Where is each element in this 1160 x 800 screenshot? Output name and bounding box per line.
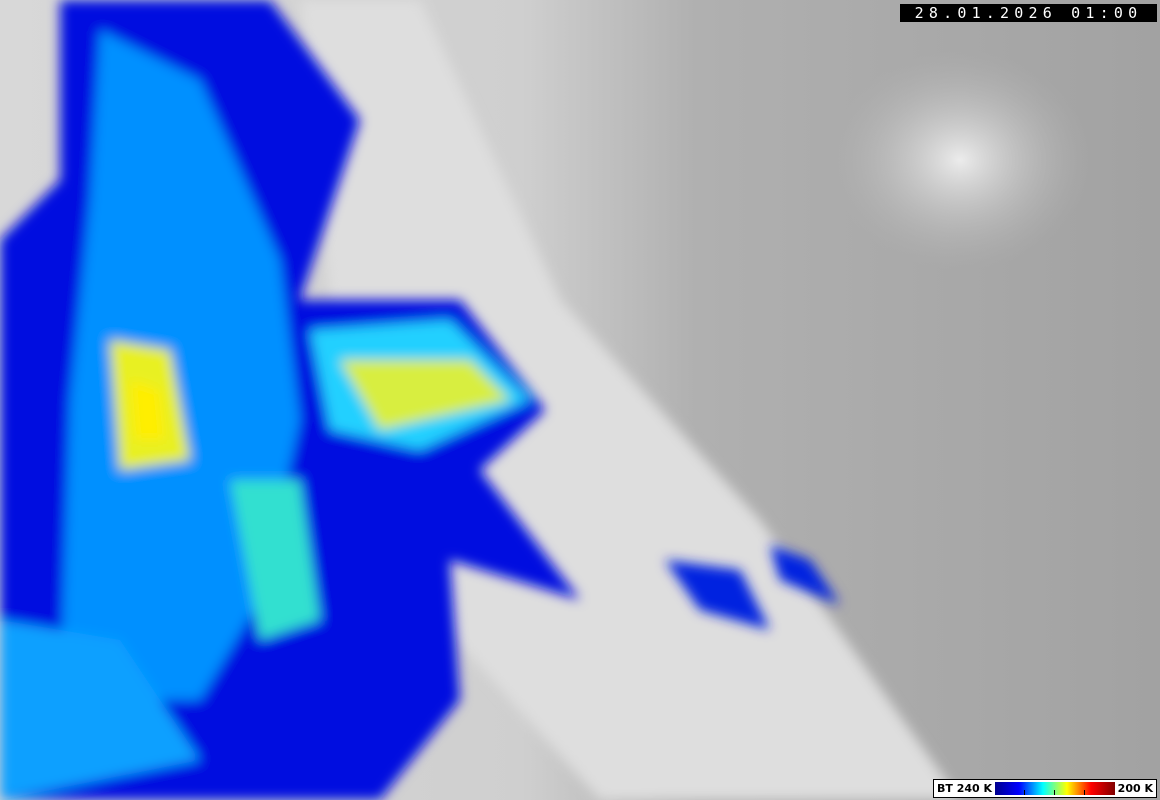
legend-max-label: 200 K — [1117, 782, 1153, 795]
legend-min-label: BT 240 K — [937, 782, 993, 795]
color-legend: BT 240 K 200 K — [933, 779, 1157, 798]
bright-cloud-patch — [830, 50, 1090, 270]
legend-color-bar — [995, 782, 1115, 795]
timestamp-label: 28.01.2026 01:00 — [900, 4, 1157, 22]
cloud-band — [300, 0, 960, 800]
cold-cloud-tops — [0, 0, 840, 800]
legend-tick — [1053, 790, 1055, 795]
legend-tick — [1023, 790, 1025, 795]
legend-tick — [1083, 790, 1085, 795]
